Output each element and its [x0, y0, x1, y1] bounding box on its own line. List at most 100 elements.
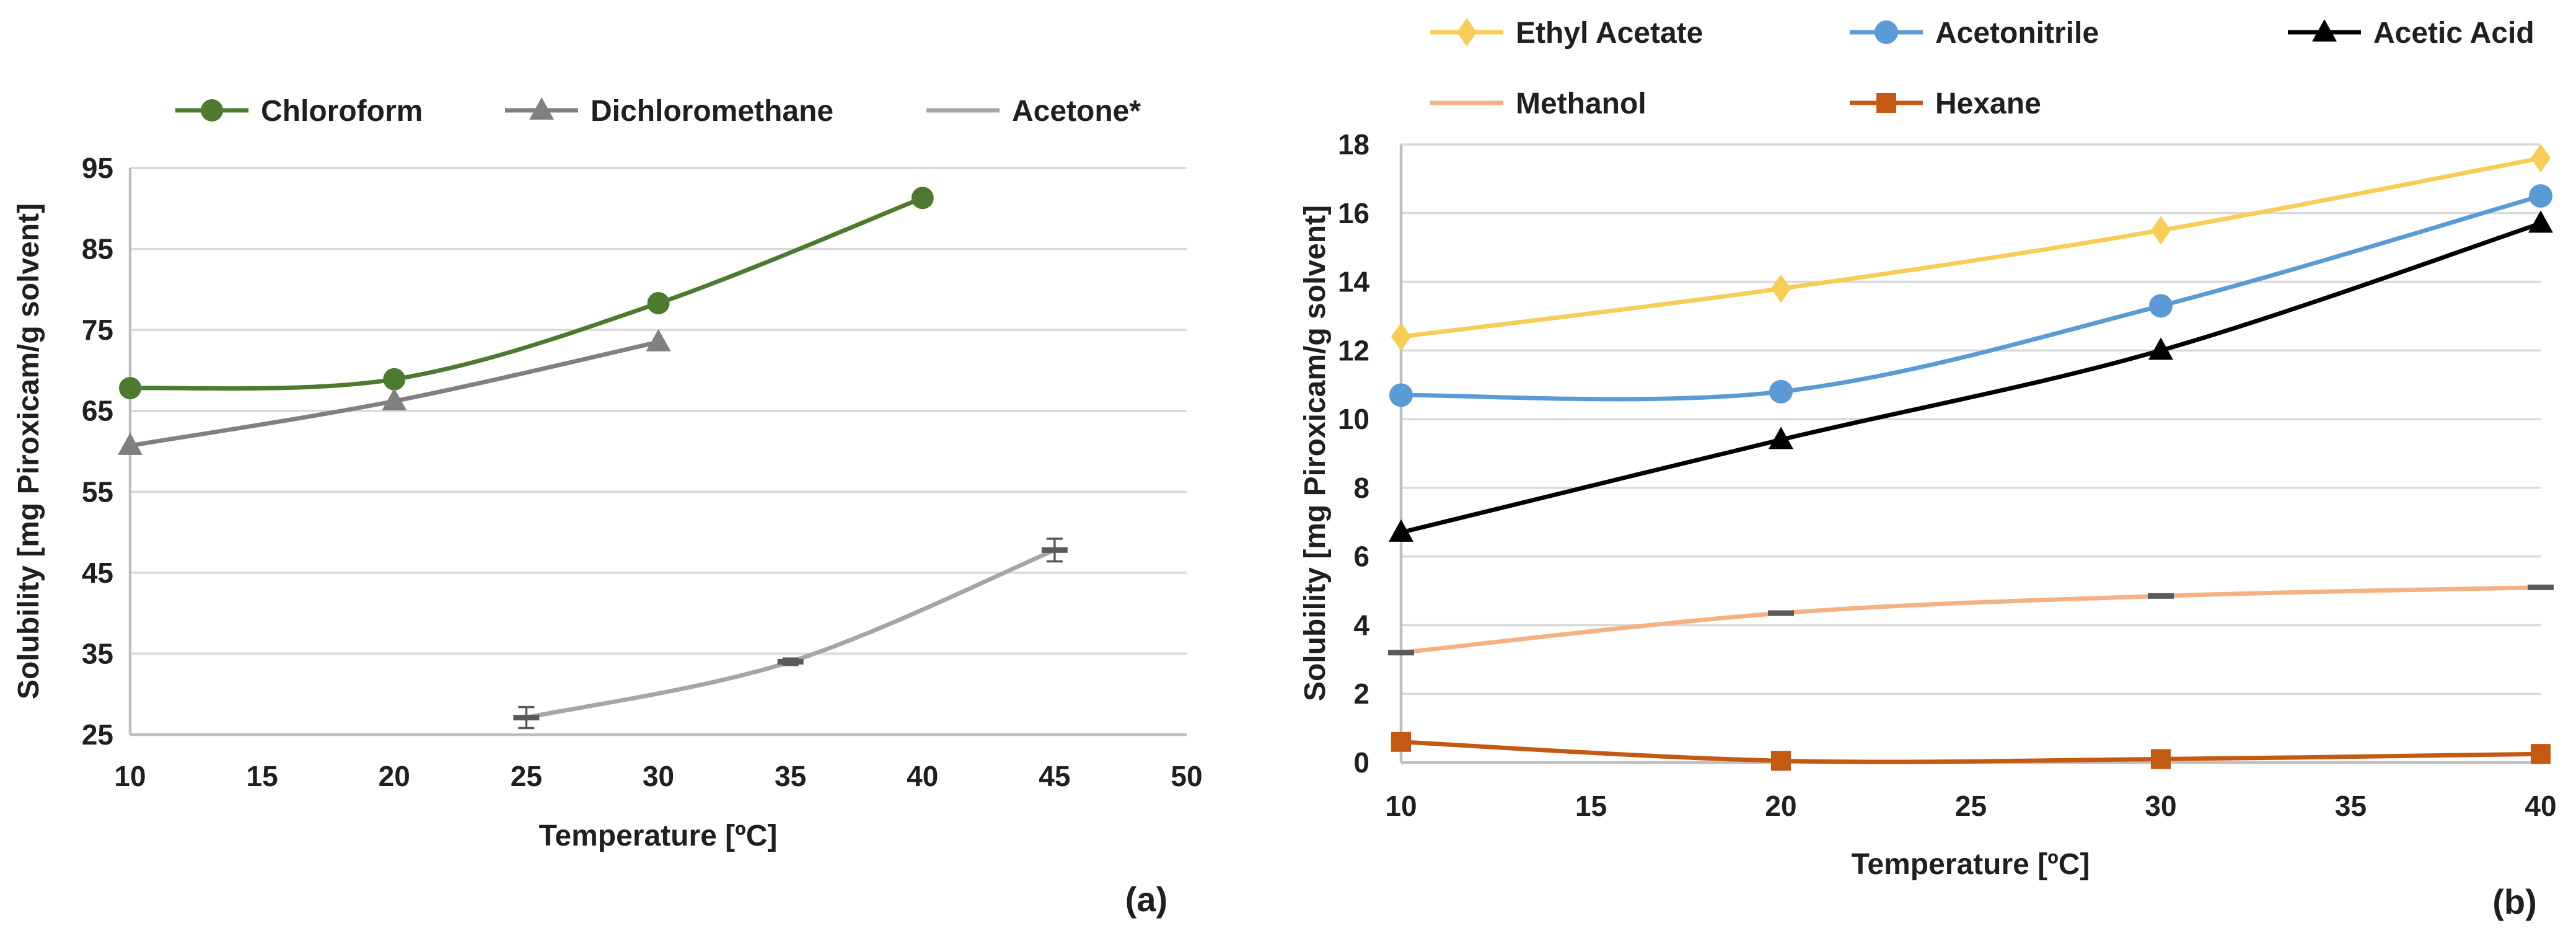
marker-hexane [1391, 732, 1411, 752]
legend-label: Acetic Acid [2373, 17, 2534, 50]
legend-label: Acetonitrile [1935, 17, 2099, 50]
error-bars [518, 537, 1063, 730]
legend-item-acetic-acid: Acetic Acid [2288, 17, 2534, 50]
legend-label: Hexane [1935, 87, 2041, 120]
marker-acetic-acid [1389, 519, 1413, 542]
x-tick-label: 35 [775, 760, 806, 792]
series-lines [1399, 156, 2543, 764]
y-tick-label: 25 [82, 718, 113, 751]
x-tick-label: 15 [1575, 790, 1607, 822]
legend-marker-square [1876, 93, 1896, 113]
marker-acetic-acid [2528, 210, 2553, 233]
y-tick-label: 6 [1353, 541, 1369, 573]
marker-methanol [1768, 610, 1794, 616]
legend-label: Ethyl Acetate [1516, 17, 1703, 50]
x-axis-title: Temperature [ºC] [539, 820, 778, 852]
x-axis-title: Temperature [ºC] [1852, 848, 2090, 881]
y-tick-label: 45 [82, 557, 113, 589]
x-tick-label: 20 [379, 760, 410, 792]
panel-label-b: (b) [2492, 882, 2537, 921]
legend-marker-triangle [2312, 19, 2337, 42]
legend-label: Methanol [1516, 87, 1646, 120]
y-tick-label: 75 [82, 314, 113, 346]
marker-acetic-acid [1769, 427, 1793, 449]
marker-acetonitrile [2529, 184, 2552, 208]
marker-ethyl-acetate [1391, 322, 1411, 351]
marker-ethyl-acetate [1771, 274, 1791, 303]
marker-acetone- [513, 715, 540, 721]
x-tick-label: 10 [1385, 790, 1417, 822]
x-tick-label: 35 [2335, 790, 2367, 822]
legend-item-dichloromethane: Dichloromethane [505, 95, 833, 128]
x-tick-label: 25 [1955, 790, 1987, 822]
series-line-methanol [1399, 585, 2543, 655]
y-tick-label: 14 [1338, 266, 1370, 298]
marker-dichloromethane [118, 432, 143, 455]
y-tick-label: 2 [1353, 678, 1369, 710]
legend-marker-circle [201, 99, 223, 122]
legend-item-hexane: Hexane [1850, 87, 2041, 120]
marker-methanol [1388, 650, 1414, 656]
panel-label-a: (a) [1125, 880, 1167, 919]
marker-hexane [2531, 744, 2551, 764]
y-tick-label: 10 [1338, 403, 1369, 435]
y-tick-label: 95 [82, 152, 113, 184]
marker-acetic-acid [2148, 337, 2173, 360]
series-lines [128, 195, 1057, 720]
y-tick-label: 4 [1353, 609, 1369, 641]
marker-chloroform [911, 187, 934, 210]
legend-label: Chloroform [261, 95, 423, 128]
marker-ethyl-acetate [2151, 216, 2171, 245]
y-tick-label: 16 [1338, 197, 1369, 229]
y-tick-label: 0 [1353, 746, 1369, 779]
y-tick-label: 65 [82, 395, 113, 427]
y-tick-label: 35 [82, 637, 113, 670]
marker-chloroform [119, 377, 141, 400]
marker-dichloromethane [646, 329, 671, 351]
x-tick-label: 10 [114, 760, 146, 792]
legend-marker-diamond [1457, 18, 1477, 46]
x-tick-label: 45 [1039, 760, 1070, 792]
legend: Ethyl Acetate Acetonitrile Acetic Acid Meth… [1430, 17, 2534, 120]
x-tick-label: 30 [2145, 790, 2176, 822]
legend-marker-triangle [529, 97, 554, 120]
legend-marker-circle [1875, 20, 1898, 44]
marker-hexane [2151, 749, 2171, 769]
y-axis-title: Solubility [mg Piroxicam/g solvent] [1299, 205, 1332, 701]
marker-acetonitrile [1769, 379, 1793, 404]
series-markers [118, 187, 1068, 721]
marker-methanol [2528, 585, 2554, 591]
legend-label: Acetone* [1012, 95, 1141, 128]
x-tick-label: 25 [511, 760, 542, 792]
legend-label: Dichloromethane [591, 95, 833, 128]
legend-item-acetonitrile: Acetonitrile [1850, 17, 2099, 50]
legend-item-methanol: Methanol [1430, 87, 1646, 120]
series-line-acetone- [524, 547, 1057, 720]
marker-ethyl-acetate [2531, 144, 2551, 173]
y-axis-title: Solubility [mg Piroxicam/g solvent] [12, 203, 45, 699]
series-line-chloroform [128, 195, 925, 391]
gridlines [128, 167, 1187, 736]
x-tick-label: 30 [643, 760, 674, 792]
y-tick-label: 12 [1338, 334, 1369, 366]
marker-chloroform [383, 368, 406, 391]
marker-hexane [1771, 751, 1791, 771]
series-line-ethyl-acetate [1399, 156, 2543, 339]
series-line-acetonitrile [1399, 193, 2543, 402]
marker-methanol [2148, 593, 2174, 599]
y-tick-label: 85 [82, 233, 113, 265]
legend-item-chloroform: Chloroform [175, 95, 423, 128]
chart-panel-a: 25 35 45 55 65 75 85 95 10 15 20 25 30 35 40 45 50 Temper… [12, 95, 1203, 919]
marker-acetonitrile [1389, 383, 1413, 407]
y-tick-label: 18 [1338, 128, 1369, 161]
x-tick-label: 40 [907, 760, 938, 792]
x-tick-label: 20 [1765, 790, 1796, 822]
gridlines [1399, 143, 2541, 764]
tick-labels: 25 35 45 55 65 75 85 95 10 15 20 25 30 35 40 45 50 [82, 152, 1203, 792]
legend-item-acetone-: Acetone* [926, 95, 1141, 128]
tick-labels: 0 2 4 6 8 10 12 14 16 18 10 15 20 25 30 35 40 [1338, 128, 2557, 822]
series-markers [1388, 144, 2554, 771]
marker-acetone- [1041, 547, 1068, 553]
x-tick-label: 50 [1171, 760, 1202, 792]
